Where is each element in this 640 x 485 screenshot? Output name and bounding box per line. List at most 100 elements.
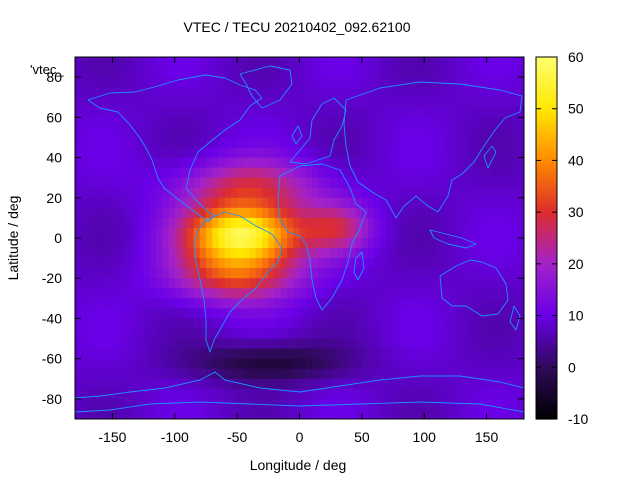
heatmap-cell	[293, 348, 301, 360]
coastline-new-zealand	[509, 305, 521, 331]
heatmap-cell	[106, 318, 114, 330]
heatmap-cell	[318, 57, 326, 68]
heatmap-cell	[430, 107, 438, 118]
heatmap-cell	[417, 388, 425, 400]
heatmap-cell	[368, 97, 375, 108]
heatmap-cell	[262, 248, 269, 259]
colorbar-segment	[536, 301, 557, 305]
heatmap-cell	[336, 298, 344, 309]
heatmap-cell	[205, 348, 213, 360]
heatmap-cell	[361, 167, 369, 179]
heatmap-cell	[374, 288, 382, 299]
heatmap-cell	[461, 388, 469, 400]
heatmap-cell	[374, 268, 382, 279]
heatmap-cell	[262, 167, 269, 179]
heatmap-cell	[324, 268, 332, 279]
heatmap-cell	[274, 157, 282, 169]
heatmap-cell	[336, 177, 344, 189]
heatmap-cell	[449, 97, 457, 108]
heatmap-cell	[461, 358, 469, 370]
heatmap-cell	[318, 308, 326, 320]
heatmap-cell	[442, 117, 450, 128]
y-tick-label: 80	[46, 69, 62, 85]
heatmap-cell	[386, 358, 394, 370]
heatmap-cell	[174, 268, 182, 279]
heatmap-cell	[355, 388, 363, 400]
heatmap-cell	[249, 388, 257, 400]
heatmap-cell	[368, 388, 375, 400]
heatmap-cell	[187, 338, 195, 350]
heatmap-cell	[124, 207, 132, 219]
heatmap-cell	[474, 87, 481, 98]
heatmap-cell	[474, 348, 481, 360]
colorbar-segment	[536, 87, 557, 91]
heatmap-cell	[305, 248, 313, 259]
heatmap-cell	[436, 258, 444, 269]
heatmap-cell	[187, 227, 195, 239]
heatmap-cell	[174, 318, 182, 330]
heatmap-cell	[399, 338, 407, 350]
heatmap-cell	[81, 87, 89, 98]
heatmap-cell	[93, 238, 101, 249]
heatmap-cell	[474, 278, 481, 289]
heatmap-cell	[193, 368, 201, 380]
heatmap-cell	[430, 187, 438, 199]
heatmap-cell	[393, 338, 400, 350]
heatmap-cell	[349, 207, 357, 219]
heatmap-cell	[499, 77, 506, 88]
heatmap-cell	[268, 398, 276, 410]
heatmap-cell	[205, 378, 213, 390]
heatmap-cell	[118, 288, 126, 299]
heatmap-cell	[324, 278, 332, 289]
heatmap-cell	[249, 127, 257, 139]
heatmap-cell	[311, 197, 319, 209]
heatmap-cell	[181, 288, 188, 299]
heatmap-cell	[405, 157, 413, 169]
heatmap-cell	[274, 348, 282, 360]
heatmap-cell	[243, 57, 251, 68]
heatmap-cell	[262, 157, 269, 169]
heatmap-cell	[255, 248, 263, 259]
heatmap-cell	[368, 147, 375, 159]
heatmap-cell	[492, 288, 500, 299]
heatmap-cell	[162, 378, 170, 390]
heatmap-cell	[187, 217, 195, 229]
heatmap-cell	[393, 258, 400, 269]
heatmap-cell	[162, 258, 170, 269]
heatmap-cell	[318, 268, 326, 279]
heatmap-cell	[299, 398, 307, 410]
heatmap-cell	[336, 388, 344, 400]
colorbar-segment	[536, 72, 557, 76]
heatmap-cell	[380, 137, 388, 149]
heatmap-cell	[118, 308, 126, 320]
heatmap-cell	[449, 77, 457, 88]
heatmap-cell	[486, 77, 494, 88]
heatmap-cell	[305, 268, 313, 279]
heatmap-cell	[237, 258, 244, 269]
heatmap-cell	[299, 358, 307, 370]
heatmap-cell	[162, 288, 170, 299]
heatmap-cell	[505, 408, 513, 419]
heatmap-cell	[361, 97, 369, 108]
heatmap-cell	[436, 348, 444, 360]
heatmap-cell	[355, 288, 363, 299]
heatmap-cell	[368, 318, 375, 330]
heatmap-cell	[131, 217, 138, 229]
heatmap-cell	[205, 288, 213, 299]
heatmap-cell	[474, 408, 481, 419]
heatmap-cell	[143, 408, 151, 419]
heatmap-cell	[393, 107, 400, 118]
heatmap-cell	[299, 318, 307, 330]
heatmap-cell	[262, 227, 269, 239]
heatmap-cell	[168, 57, 176, 68]
heatmap-cell	[137, 157, 145, 169]
heatmap-cell	[268, 127, 276, 139]
heatmap-cell	[399, 318, 407, 330]
heatmap-cell	[480, 57, 488, 68]
heatmap-cell	[492, 398, 500, 410]
heatmap-cell	[405, 308, 413, 320]
coastline-greenland	[239, 65, 293, 109]
heatmap-cell	[143, 117, 151, 128]
heatmap-cell	[386, 298, 394, 309]
heatmap-cell	[262, 408, 269, 419]
